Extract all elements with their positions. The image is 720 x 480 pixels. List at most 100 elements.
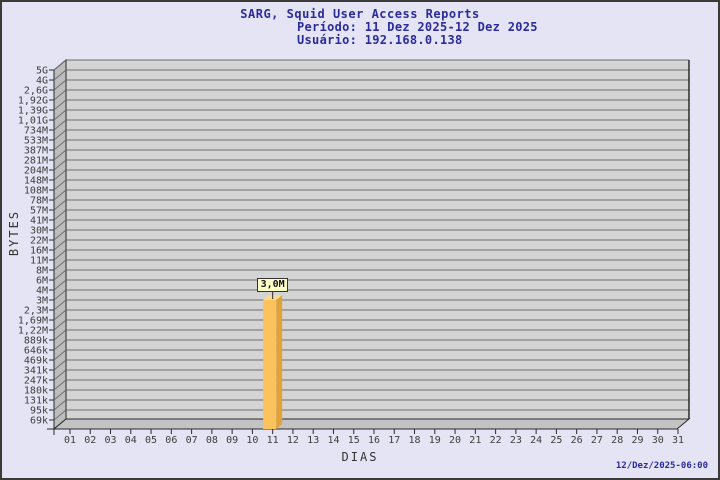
- floor-3d: [52, 418, 691, 430]
- x-tick-label: 05: [145, 435, 157, 446]
- x-tick-label: 01: [64, 435, 76, 446]
- wall-diagonal: [53, 379, 67, 391]
- wall-diagonal: [53, 149, 67, 161]
- x-axis-title: DIAS: [341, 450, 379, 464]
- x-tick-label: 19: [429, 435, 441, 446]
- y-tick-label: 78M: [30, 196, 48, 207]
- x-tick-label: 20: [449, 435, 461, 446]
- x-tick-label: 11: [267, 435, 279, 446]
- x-tick-label: 17: [388, 435, 400, 446]
- wall-diagonal: [53, 119, 67, 131]
- wall-diagonal: [53, 209, 67, 221]
- wall-diagonal: [53, 289, 67, 301]
- x-tick-label: 18: [409, 435, 421, 446]
- x-tick-label: 29: [631, 435, 643, 446]
- y-tick-label: 108M: [24, 186, 48, 197]
- y-tick-label: 204M: [24, 166, 48, 177]
- y-tick-label: 2,3M: [24, 306, 48, 317]
- wall-diagonal: [53, 129, 67, 141]
- x-tick-label: 10: [246, 435, 258, 446]
- wall-diagonal: [53, 259, 67, 271]
- wall-diagonal: [53, 219, 67, 231]
- wall-diagonal: [53, 139, 67, 151]
- y-tick-label: 1,22M: [18, 326, 48, 337]
- wall-diagonal: [53, 169, 67, 181]
- chart-title: SARG, Squid User Access Reports: [240, 7, 480, 21]
- wall-diagonal: [53, 409, 67, 421]
- wall-diagonal: [53, 309, 67, 321]
- bar-front-face: [263, 300, 277, 429]
- wall-diagonal: [53, 199, 67, 211]
- x-tick-label: 14: [327, 435, 339, 446]
- x-tick-label: 30: [652, 435, 664, 446]
- x-tick-label: 22: [490, 435, 502, 446]
- x-tick-label: 24: [530, 435, 542, 446]
- wall-diagonal: [53, 79, 67, 91]
- x-tick-label: 08: [206, 435, 218, 446]
- wall-diagonal: [53, 269, 67, 281]
- y-tick-label: 1,92G: [18, 96, 48, 107]
- wall-diagonal: [53, 179, 67, 191]
- y-tick-label: 131k: [24, 396, 48, 407]
- chart-user: Usuário: 192.168.0.138: [297, 33, 463, 47]
- y-tick-label: 247k: [24, 376, 48, 387]
- wall-diagonal: [53, 369, 67, 381]
- wall-diagonal: [53, 389, 67, 401]
- x-tick-label: 21: [469, 435, 481, 446]
- wall-diagonal: [53, 249, 67, 261]
- y-tick-label: 341k: [24, 366, 48, 377]
- x-tick-label: 31: [672, 435, 684, 446]
- x-tick-label: 07: [186, 435, 198, 446]
- y-tick-label: 281M: [24, 156, 48, 167]
- x-tick-label: 03: [105, 435, 117, 446]
- wall-diagonal: [53, 229, 67, 241]
- y-tick-label: 5G: [36, 66, 48, 77]
- y-tick-label: 6M: [36, 276, 48, 287]
- x-tick-label: 28: [611, 435, 623, 446]
- x-tick-label: 15: [348, 435, 360, 446]
- x-tick-label: 09: [226, 435, 238, 446]
- y-tick-label: 734M: [24, 126, 48, 137]
- x-tick-label: 23: [510, 435, 522, 446]
- y-tick-label: 4M: [36, 286, 48, 297]
- x-tick-label: 25: [550, 435, 562, 446]
- y-tick-label: 3M: [36, 296, 48, 307]
- wall-diagonal: [53, 99, 67, 111]
- wall-diagonal: [53, 189, 67, 201]
- y-tick-label: 69k: [30, 416, 48, 427]
- generated-timestamp: 12/Dez/2025-06:00: [615, 461, 708, 471]
- x-tick-label: 27: [591, 435, 603, 446]
- x-tick-label: 06: [165, 435, 177, 446]
- y-tick-label: 8M: [36, 266, 48, 277]
- y-tick-label: 387M: [24, 146, 48, 157]
- x-tick-label: 16: [368, 435, 380, 446]
- y-tick-label: 646k: [24, 346, 48, 357]
- x-tick-label: 26: [571, 435, 583, 446]
- y-tick-label: 22M: [30, 236, 48, 247]
- wall-diagonal: [53, 69, 67, 81]
- wall-diagonal: [53, 359, 67, 371]
- y-tick-label: 30M: [30, 226, 48, 237]
- wall-diagonal: [53, 329, 67, 341]
- y-tick-label: 4G: [36, 76, 48, 87]
- y-tick-label: 2,6G: [24, 86, 48, 97]
- chart-period: Período: 11 Dez 2025-12 Dez 2025: [297, 20, 538, 34]
- y-tick-label: 41M: [30, 216, 48, 227]
- y-tick-label: 57M: [30, 206, 48, 217]
- y-tick-label: 95k: [30, 406, 48, 417]
- x-tick-label: 04: [125, 435, 137, 446]
- x-tick-label: 02: [84, 435, 96, 446]
- x-tick-label: 13: [307, 435, 319, 446]
- y-tick-label: 533M: [24, 136, 48, 147]
- wall-diagonal: [53, 279, 67, 291]
- y-tick-label: 889k: [24, 336, 48, 347]
- y-tick-label: 1,01G: [18, 116, 48, 127]
- y-tick-label: 1,39G: [18, 106, 48, 117]
- wall-diagonal: [53, 59, 67, 71]
- y-tick-label: 180k: [24, 386, 48, 397]
- wall-diagonal: [53, 239, 67, 251]
- wall-diagonal: [53, 349, 67, 361]
- y-tick-label: 469k: [24, 356, 48, 367]
